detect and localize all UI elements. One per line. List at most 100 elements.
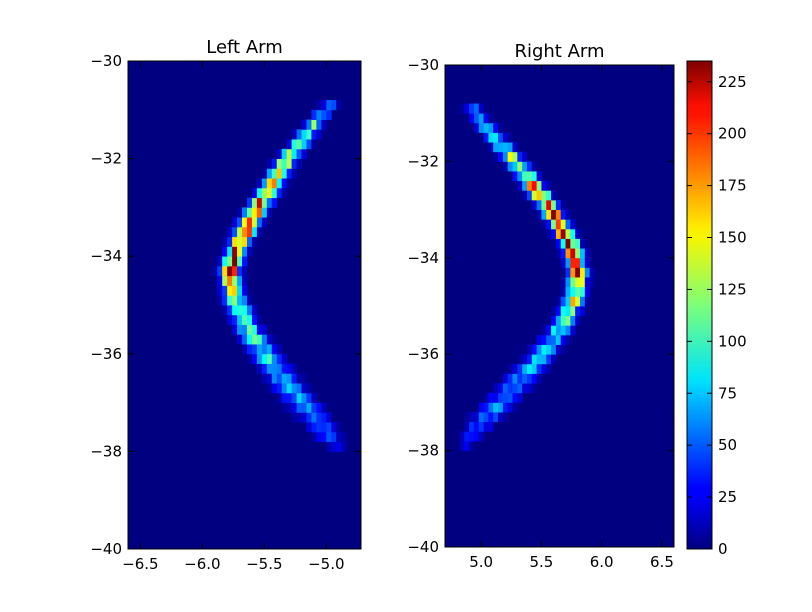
left-arm-heatmap-cell xyxy=(246,197,253,208)
right-arm-heatmap-cell xyxy=(555,344,562,355)
right-arm-heatmap-cell xyxy=(498,142,504,153)
right-arm-heatmap-cell xyxy=(536,190,542,201)
right-arm-heatmap-cell xyxy=(551,325,557,336)
left-arm-heatmap-cell xyxy=(301,402,307,413)
left-arm-heatmap-cell xyxy=(271,363,278,374)
left-arm-heatmap-cell xyxy=(266,178,273,189)
right-arm-heatmap-cell xyxy=(536,180,542,191)
left-arm-heatmap-cell xyxy=(296,402,302,413)
left-arm-heatmap-cell xyxy=(316,100,322,111)
left-arm-heatmap-cell xyxy=(296,392,302,403)
left-arm-heatmap-cell xyxy=(286,383,292,394)
left-arm-heatmap-cell xyxy=(271,178,278,189)
colorbar-tick-label: 100 xyxy=(718,332,747,350)
left-arm-heatmap-cell xyxy=(261,353,268,364)
left-arm-heatmap-cell xyxy=(256,197,263,208)
left-arm-x-tick-label: −5.5 xyxy=(246,555,282,573)
right-arm-heatmap-cell xyxy=(560,277,566,288)
right-arm-heatmap-cell xyxy=(526,171,533,182)
right-arm-heatmap-cell xyxy=(555,315,562,326)
left-arm-heatmap-cell xyxy=(281,363,288,374)
right-arm-heatmap-cell xyxy=(488,113,494,124)
right-arm-heatmap-cell xyxy=(483,122,489,133)
right-arm-heatmap-cell xyxy=(579,296,586,307)
right-arm-heatmap-cell xyxy=(502,142,509,153)
left-arm-heatmap-cell xyxy=(301,383,307,394)
left-arm-x-tick-label: −5.0 xyxy=(308,555,344,573)
right-arm-heatmap-cell xyxy=(507,132,513,143)
right-arm-heatmap-cell xyxy=(555,334,562,345)
right-arm-heatmap-cell xyxy=(579,286,586,297)
left-arm-heatmap-cell xyxy=(227,256,233,267)
left-arm-heatmap-cell xyxy=(321,402,327,413)
right-arm-heatmap-cell xyxy=(526,383,533,394)
right-arm-heatmap-cell xyxy=(575,277,581,288)
left-arm-heatmap-cell xyxy=(286,402,292,413)
left-arm-heatmap-cell xyxy=(326,412,332,423)
right-arm-heatmap-cell xyxy=(541,180,547,191)
left-arm-heatmap-cell xyxy=(256,226,263,238)
left-arm-heatmap-cell xyxy=(286,178,292,189)
right-arm-heatmap-cell xyxy=(565,277,571,288)
right-arm-heatmap-cell xyxy=(570,315,576,326)
right-arm-heatmap-cell xyxy=(555,228,562,239)
colorbar-ticks: 0 25 50 75 100 125 150 175 200 225 xyxy=(687,73,747,558)
left-arm-heatmap-cell xyxy=(251,324,258,335)
right-arm-heatmap-cell xyxy=(551,219,557,230)
left-arm-heatmap-cell xyxy=(276,353,283,364)
right-arm-heatmap-cell xyxy=(498,132,504,143)
right-arm-heatmap-cell xyxy=(522,373,528,384)
right-arm-heatmap-cell xyxy=(483,412,489,423)
right-arm-heatmap-cell xyxy=(560,228,566,239)
left-arm-heatmap-cell xyxy=(271,334,278,345)
right-arm-heatmap-cell xyxy=(584,296,591,307)
left-arm-heatmap-cell xyxy=(296,139,302,150)
right-arm-heatmap-cell xyxy=(551,199,557,210)
left-arm-heatmap-cell xyxy=(251,197,258,208)
right-arm-heatmap-cell xyxy=(493,151,499,162)
left-arm-heatmap-cell xyxy=(271,168,278,179)
right-arm-heatmap-cell xyxy=(522,180,528,191)
left-arm-heatmap-cell xyxy=(311,139,317,150)
right-arm-heatmap-cell xyxy=(473,122,480,133)
left-arm-heatmap-cell xyxy=(301,119,307,130)
left-arm-heatmap-cell xyxy=(222,285,228,296)
right-arm-heatmap-cell xyxy=(483,113,489,124)
left-arm-heatmap-cell xyxy=(251,226,258,238)
right-arm-heatmap-cell xyxy=(551,315,557,326)
left-arm-heatmap-cell xyxy=(281,158,288,169)
right-arm-heatmap-cell xyxy=(512,373,518,384)
left-arm-heatmap-cell xyxy=(291,373,297,384)
left-arm-heatmap-cell xyxy=(222,246,228,257)
left-arm-heatmap-cell xyxy=(232,217,238,228)
right-arm-x-tick-label: 5.5 xyxy=(529,553,553,571)
right-arm-heatmap-cell xyxy=(478,402,484,413)
left-arm-heatmap-cell xyxy=(286,373,292,384)
left-arm-heatmap-cell xyxy=(286,158,292,169)
right-arm-heatmap-cell xyxy=(565,257,571,268)
right-arm-heatmap-cell xyxy=(536,363,542,374)
right-arm-heatmap-cell xyxy=(570,277,576,288)
right-arm-heatmap-cell xyxy=(493,132,499,143)
left-arm-heatmap-cell xyxy=(276,158,283,169)
right-arm-x-tick-label: 6.5 xyxy=(650,553,674,571)
right-arm-heatmap-cell xyxy=(579,238,586,249)
right-arm-heatmap-cell xyxy=(555,248,562,259)
left-arm-heatmap-cell xyxy=(331,431,337,443)
right-arm-heatmap-cell xyxy=(541,190,547,201)
right-arm-heatmap-cell xyxy=(570,219,576,230)
right-arm-heatmap-cell xyxy=(570,257,576,268)
right-arm-heatmap-cell xyxy=(483,392,489,403)
right-arm-x-axis: 5.0 5.5 6.0 6.5 xyxy=(469,65,674,571)
right-arm-heatmap-cell xyxy=(531,161,537,172)
right-arm-x-tick-label: 5.0 xyxy=(469,553,493,571)
right-arm-heatmap-cell xyxy=(536,344,542,355)
left-arm-heatmap-cell xyxy=(276,383,283,394)
left-arm-heatmap-cell xyxy=(227,275,233,286)
left-arm-heatmap-cell xyxy=(321,412,327,423)
left-arm-heatmap-cell xyxy=(286,168,292,179)
left-arm-heatmap-cell xyxy=(227,226,233,238)
left-arm-heatmap-cell xyxy=(281,187,288,199)
right-arm-heatmap-cell xyxy=(512,161,518,172)
